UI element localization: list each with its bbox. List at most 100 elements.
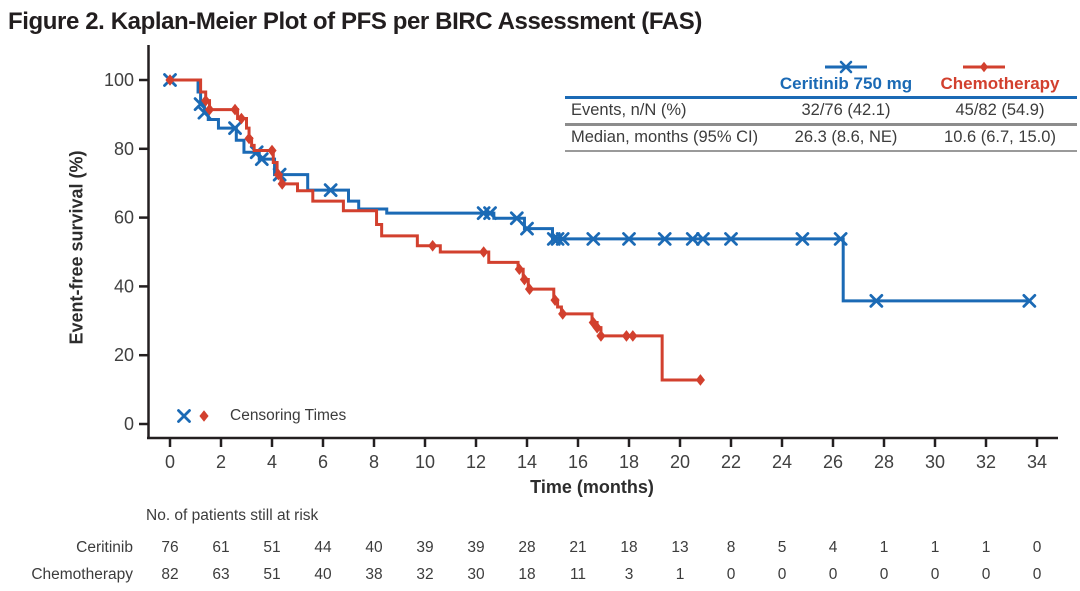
x-tick-label: 22 xyxy=(721,452,741,472)
at-risk-count: 61 xyxy=(212,539,230,556)
censor-diamond-icon xyxy=(550,294,560,306)
y-axis-label: Event-free survival (%) xyxy=(66,150,87,345)
censor-diamond-icon xyxy=(165,74,175,86)
censor-x-icon xyxy=(228,121,242,136)
x-tick-label: 18 xyxy=(619,452,639,472)
x-tick-label: 26 xyxy=(823,452,843,472)
x-tick-label: 8 xyxy=(369,452,379,472)
at-risk-count: 18 xyxy=(620,539,638,556)
censor-diamond-icon xyxy=(695,374,705,386)
censor-diamond-icon xyxy=(592,321,602,334)
at-risk-count: 8 xyxy=(726,539,736,556)
chemotherapy-legend-line-diamond-icon xyxy=(963,61,1005,73)
x-tick-label: 28 xyxy=(874,452,894,472)
stats-col-header-ceritinib: Ceritinib 750 mg xyxy=(779,74,913,93)
at-risk-count: 13 xyxy=(671,539,689,556)
at-risk-count: 38 xyxy=(365,566,383,583)
at-risk-count: 4 xyxy=(828,539,838,556)
x-axis-label: Time (months) xyxy=(530,477,654,497)
x-tick-label: 0 xyxy=(165,452,175,472)
censor-x-icon xyxy=(177,409,191,423)
y-tick-label: 20 xyxy=(114,345,134,365)
censor-x-icon xyxy=(622,232,636,246)
stats-row1-ceritinib-value: 32/76 (42.1) xyxy=(801,101,891,119)
censor-x-icon xyxy=(586,232,601,246)
censor-diamond-icon xyxy=(277,178,287,190)
stats-row2-ceritinib-value: 26.3 (8.6, NE) xyxy=(794,128,898,146)
x-tick-label: 32 xyxy=(976,452,996,472)
at-risk-count: 63 xyxy=(212,566,230,583)
stats-row2-chemotherapy-value: 10.6 (6.7, 15.0) xyxy=(944,128,1056,146)
x-tick-label: 34 xyxy=(1027,452,1047,472)
x-tick-label: 10 xyxy=(415,452,435,472)
at-risk-count: 0 xyxy=(828,566,838,583)
censor-x-icon xyxy=(657,232,672,246)
at-risk-count: 0 xyxy=(1032,566,1042,583)
censor-diamond-icon xyxy=(628,330,638,342)
censor-diamond-icon xyxy=(199,410,209,422)
x-tick-label: 14 xyxy=(517,452,537,472)
at-risk-row-label-chemotherapy: Chemotherapy xyxy=(31,566,133,583)
censor-diamond-icon xyxy=(236,112,246,125)
stats-table-mid-rule xyxy=(565,123,1077,126)
censor-diamond-icon xyxy=(514,263,524,275)
censor-diamond-icon xyxy=(621,330,632,342)
at-risk-count: 1 xyxy=(675,566,685,583)
x-tick-label: 6 xyxy=(318,452,328,472)
censor-x-icon xyxy=(833,232,848,246)
stats-row2-label: Median, months (95% CI) xyxy=(571,128,759,146)
censor-x-icon xyxy=(869,293,884,308)
censor-diamond-icon xyxy=(558,308,568,320)
y-tick-label: 0 xyxy=(124,414,134,434)
at-risk-count: 0 xyxy=(930,566,940,583)
censor-x-icon xyxy=(696,232,710,246)
y-tick-label: 60 xyxy=(114,208,134,228)
x-tick-label: 16 xyxy=(568,452,588,472)
censor-diamond-icon xyxy=(230,103,240,116)
at-risk-count: 5 xyxy=(777,539,787,556)
at-risk-count: 28 xyxy=(518,539,536,556)
at-risk-count: 18 xyxy=(518,566,536,583)
x-tick-label: 20 xyxy=(670,452,690,472)
at-risk-count: 0 xyxy=(777,566,787,583)
at-risk-count: 0 xyxy=(981,566,991,583)
at-risk-header: No. of patients still at risk xyxy=(146,507,319,524)
censor-diamond-icon xyxy=(244,132,254,145)
censor-diamond-icon xyxy=(428,240,438,252)
y-tick-label: 40 xyxy=(114,276,134,296)
censor-diamond-icon xyxy=(204,103,215,116)
censor-diamond-icon xyxy=(267,144,277,157)
stats-table-header-rule xyxy=(565,96,1077,99)
censor-diamond-icon xyxy=(479,246,489,258)
at-risk-count: 0 xyxy=(879,566,889,583)
stats-col-header-chemotherapy: Chemotherapy xyxy=(940,74,1060,93)
censor-diamond-icon xyxy=(524,283,535,295)
at-risk-count: 39 xyxy=(467,539,485,556)
y-tick-label: 100 xyxy=(104,70,134,90)
censoring-legend-markers xyxy=(177,409,209,423)
x-tick-label: 2 xyxy=(216,452,226,472)
censor-diamond-icon xyxy=(273,168,283,181)
at-risk-count: 21 xyxy=(569,539,587,556)
at-risk-count: 1 xyxy=(930,539,940,556)
at-risk-count: 1 xyxy=(879,539,889,556)
at-risk-count: 32 xyxy=(416,566,434,583)
censor-x-icon xyxy=(323,183,338,197)
censor-diamond-icon xyxy=(201,94,211,107)
chemotherapy-curve xyxy=(170,78,701,382)
stats-row1-chemotherapy-value: 45/82 (54.9) xyxy=(955,101,1045,119)
at-risk-count: 40 xyxy=(314,566,332,583)
censor-diamond-icon xyxy=(979,61,989,73)
ceritinib-legend-line-x-icon xyxy=(825,60,867,74)
figure-title: Figure 2. Kaplan-Meier Plot of PFS per B… xyxy=(8,8,702,35)
at-risk-count: 40 xyxy=(365,539,383,556)
at-risk-count: 76 xyxy=(161,539,179,556)
censor-x-icon xyxy=(1022,293,1037,308)
at-risk-count: 51 xyxy=(263,539,281,556)
censor-diamond-icon xyxy=(588,316,598,329)
chemotherapy-censor-marks xyxy=(165,74,705,386)
at-risk-count: 30 xyxy=(467,566,485,583)
at-risk-count: 1 xyxy=(981,539,991,556)
censor-x-icon xyxy=(795,232,810,246)
